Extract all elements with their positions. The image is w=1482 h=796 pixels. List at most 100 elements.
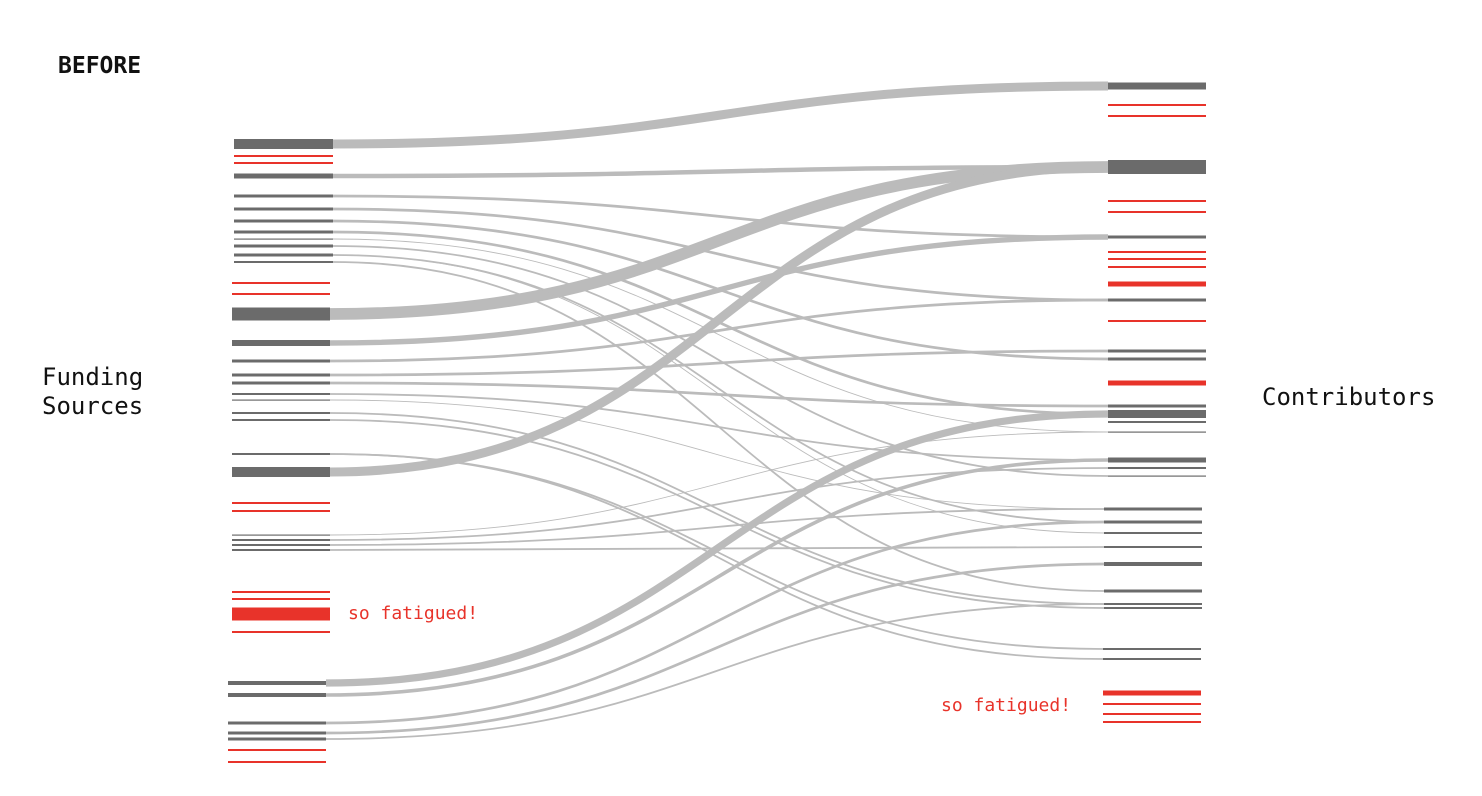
funding-source-node-active	[228, 737, 326, 741]
flow-link	[325, 562, 1105, 735]
flow-link	[332, 207, 1109, 302]
funding-source-node-fatigued	[234, 155, 333, 157]
contributor-node-fatigued	[1108, 266, 1206, 268]
flow-link	[325, 458, 1109, 697]
flow-link	[329, 419, 1105, 609]
flow-link	[329, 453, 1104, 660]
flow-link	[329, 412, 1105, 605]
flow-link	[329, 431, 1109, 536]
contributor-node-active	[1104, 603, 1202, 605]
flow-link	[325, 603, 1105, 740]
flow-link	[332, 245, 1109, 477]
contributor-node-active	[1104, 589, 1202, 593]
flow-link	[332, 254, 1105, 523]
funding-source-node-active	[232, 412, 330, 414]
funding-source-node-active	[232, 381, 330, 385]
contributor-node-fatigued	[1108, 380, 1206, 386]
funding-source-node-active	[234, 261, 333, 263]
funding-sources-label: Funding Sources	[42, 363, 144, 420]
funding-source-node-fatigued	[232, 293, 330, 295]
fatigued-annotation-left: so fatigued!	[348, 603, 479, 624]
funding-source-node-fatigued	[228, 749, 326, 751]
funding-source-node-fatigued	[232, 607, 330, 621]
funding-source-node-active	[234, 207, 333, 211]
contributor-node-active	[1108, 298, 1206, 302]
contributor-node-active	[1104, 562, 1202, 566]
contributor-node-active	[1108, 349, 1206, 353]
funding-source-node-fatigued	[232, 631, 330, 633]
contributor-node-active	[1108, 467, 1206, 469]
flow-link	[329, 298, 1109, 363]
funding-source-node-active	[232, 399, 330, 401]
funding-source-node-active	[232, 373, 330, 377]
flow-link	[329, 508, 1105, 546]
funding-source-node-fatigued	[228, 761, 326, 763]
flow-link	[332, 194, 1109, 239]
funding-source-node-active	[232, 467, 330, 477]
funding-source-node-active	[232, 544, 330, 546]
funding-source-node-fatigued	[232, 598, 330, 600]
flows	[325, 81, 1109, 740]
contributor-node-active	[1108, 357, 1206, 361]
funding-source-node-active	[232, 393, 330, 395]
funding-source-node-active	[232, 549, 330, 551]
contributor-node-active	[1104, 532, 1202, 534]
flow-link	[329, 349, 1109, 377]
funding-source-node-active	[232, 419, 330, 421]
contributor-node-fatigued	[1108, 115, 1206, 117]
contributor-node-active	[1104, 607, 1202, 609]
contributor-node-active	[1108, 235, 1206, 239]
contributor-node-fatigued	[1103, 713, 1201, 715]
funding-source-node-active	[234, 253, 333, 257]
contributor-node-active	[1108, 421, 1206, 423]
funding-source-node-active	[228, 693, 326, 697]
contributor-node-fatigued	[1108, 320, 1206, 322]
flow-link	[332, 164, 1109, 179]
funding-source-node-active	[232, 453, 330, 455]
funding-source-node-active	[234, 139, 333, 149]
funding-source-node-active	[234, 244, 333, 248]
funding-source-node-active	[234, 194, 333, 198]
contributor-node-active	[1104, 520, 1202, 524]
contributor-node-active	[1108, 457, 1206, 463]
contributor-node-fatigued	[1108, 251, 1206, 253]
contributor-node-fatigued	[1108, 104, 1206, 106]
funding-source-node-active	[228, 731, 326, 735]
funding-source-node-fatigued	[232, 502, 330, 504]
diagram-title: BEFORE	[58, 53, 142, 79]
contributor-node-active	[1103, 658, 1201, 660]
funding-source-node-active	[234, 219, 333, 223]
contributor-node-active	[1108, 475, 1206, 477]
contributor-node-active	[1108, 431, 1206, 433]
funding-source-node-active	[232, 359, 330, 363]
contributor-node-active	[1108, 160, 1206, 174]
funding-source-node-active	[234, 230, 333, 234]
contributor-node-fatigued	[1103, 721, 1201, 723]
contributor-node-active	[1103, 648, 1201, 650]
flow-link	[329, 393, 1109, 461]
contributor-nodes	[1103, 82, 1206, 723]
contributor-node-active	[1104, 546, 1202, 548]
funding-source-node-active	[232, 534, 330, 536]
funding-source-nodes	[228, 139, 333, 763]
funding-source-node-active	[234, 173, 333, 179]
contributor-node-fatigued	[1108, 258, 1206, 260]
funding-source-node-active	[232, 340, 330, 346]
funding-source-node-fatigued	[234, 162, 333, 164]
contributor-node-active	[1108, 404, 1206, 408]
funding-source-node-fatigued	[232, 510, 330, 512]
contributor-node-active	[1104, 507, 1202, 511]
flow-link	[332, 238, 1109, 433]
funding-source-node-active	[228, 721, 326, 725]
flow-link	[332, 81, 1109, 149]
funding-source-node-fatigued	[232, 282, 330, 284]
contributor-node-fatigued	[1108, 281, 1206, 287]
contributor-node-active	[1108, 410, 1206, 418]
fatigued-annotation-right: so fatigued!	[941, 695, 1072, 716]
funding-source-node-fatigued	[232, 591, 330, 593]
contributor-node-fatigued	[1108, 211, 1206, 213]
funding-source-node-active	[232, 539, 330, 541]
contributors-label: Contributors	[1262, 383, 1436, 411]
funding-source-node-active	[232, 307, 330, 321]
